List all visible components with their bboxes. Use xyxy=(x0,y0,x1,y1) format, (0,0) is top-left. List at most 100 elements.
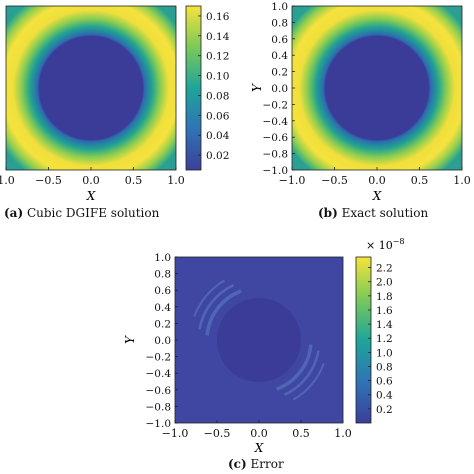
x-tick-label: 0.0 xyxy=(368,174,386,187)
colorbar-gradient xyxy=(355,256,372,424)
x-axis-label-a: X xyxy=(86,189,96,203)
y-tick-label: 0.8 xyxy=(154,269,171,281)
error-arc xyxy=(276,344,313,391)
y-tick-label: 1.0 xyxy=(271,1,288,13)
x-ticks-a: 1.0 −0.5 0.0 0.5 1.0 xyxy=(0,167,185,187)
colorbar-tick-label: 1.2 xyxy=(376,333,393,345)
y-tick-label: −1.0 xyxy=(146,418,172,430)
x-axis-label-c: X xyxy=(254,441,264,455)
y-ticks-b: 1.0 0.8 0.6 0.4 0.2 0.0 −0.2 −0.4 −0.6 −0.8 −1.0 xyxy=(263,1,295,177)
colorbar-tick-label: 1.0 xyxy=(376,347,393,359)
colorbar-tick-label: 0.02 xyxy=(206,150,229,162)
heatmap-field-c xyxy=(175,257,343,423)
error-arc xyxy=(284,350,320,396)
caption-text-b: Exact solution xyxy=(341,206,429,220)
x-tick-label: 0.5 xyxy=(292,427,310,440)
y-tick-label: −0.2 xyxy=(146,352,172,364)
colorbar-multiplier-base-c: × 10 xyxy=(366,239,393,252)
x-tick-label: 0.0 xyxy=(250,427,268,440)
colorbar-tick-label: 1.8 xyxy=(376,291,393,303)
x-tick-label: −0.5 xyxy=(204,427,231,440)
y-tick-label: 0.6 xyxy=(154,285,171,297)
y-tick-label: 0.2 xyxy=(154,318,171,330)
y-tick-label: 0.8 xyxy=(271,17,288,29)
y-tick-label: −0.8 xyxy=(263,149,289,161)
x-tick-label: −1.0 xyxy=(279,174,306,187)
caption-c: (c) Error xyxy=(228,457,284,471)
caption-tag-b: (b) xyxy=(318,206,338,220)
y-tick-label: 1.0 xyxy=(154,252,171,264)
x-tick-label: 1.0 xyxy=(0,174,15,187)
colorbar-tick-label: 2.0 xyxy=(376,277,393,289)
colorbar-tick-label: 0.6 xyxy=(376,376,393,388)
x-ticks-b: −1.0 −0.5 0.0 0.5 1.0 xyxy=(279,167,471,187)
colorbar-tick-label: 0.8 xyxy=(376,361,393,373)
colorbar-tick-label: 0.14 xyxy=(206,31,230,43)
solution-ring-a xyxy=(6,6,176,170)
y-tick-label: 0.4 xyxy=(154,302,171,314)
x-ticks-c: −1.0 −0.5 0.0 0.5 1.0 xyxy=(162,420,352,440)
caption-text-c: Error xyxy=(250,457,284,471)
colorbar-tick-label: 0.08 xyxy=(206,90,229,102)
y-tick-label: −0.6 xyxy=(263,132,289,144)
y-tick-label: 0.2 xyxy=(271,67,288,79)
heatmap-field-a xyxy=(6,6,176,170)
y-tick-label: −1.0 xyxy=(263,165,289,177)
colorbar-tick-label: 0.06 xyxy=(206,110,230,122)
caption-tag-c: (c) xyxy=(228,457,247,471)
y-ticks-c: 1.0 0.8 0.6 0.4 0.2 0.0 −0.2 −0.4 −0.6 −0.8 −1.0 xyxy=(146,252,178,430)
colorbar-tick-label: 0.12 xyxy=(206,51,229,63)
caption-tag-a: (a) xyxy=(4,206,24,220)
caption-text-a: Cubic DGIFE solution xyxy=(26,206,160,220)
y-tick-label: −0.4 xyxy=(146,368,172,380)
heatmap-plot-c xyxy=(174,256,344,424)
error-arc xyxy=(193,279,226,317)
colorbar-tick-label: 2.2 xyxy=(376,263,393,275)
y-tick-label: 0.6 xyxy=(271,34,288,46)
colorbar-tick-label: 0.04 xyxy=(206,130,230,142)
y-axis-label-c: Y xyxy=(123,335,137,344)
colorbar-multiplier-exponent-c: −8 xyxy=(393,237,405,246)
heatmap-plot-a xyxy=(5,5,177,171)
heatmap-plot-b xyxy=(291,5,463,171)
colorbar-tick-label: 1.6 xyxy=(376,305,393,317)
error-arc xyxy=(292,363,325,401)
colorbar-multiplier-c: × 10−8 xyxy=(366,237,405,252)
panel-b: −1.0 −0.5 0.0 0.5 1.0 1.0 0.8 0.6 0.4 0.2 0.0 −0.2… xyxy=(250,1,471,203)
y-tick-label: −0.8 xyxy=(146,401,172,413)
x-tick-label: −1.0 xyxy=(162,427,189,440)
caption-b: (b) Exact solution xyxy=(318,206,428,220)
y-tick-label: 0.4 xyxy=(271,50,288,62)
panel-a: 1.0 −0.5 0.0 0.5 1.0 X 0.160.140.120.100.080… xyxy=(0,5,230,203)
x-tick-label: −0.5 xyxy=(321,174,348,187)
colorbar-tick-label: 0.4 xyxy=(376,390,393,402)
error-arc xyxy=(198,284,234,330)
y-tick-label: −0.6 xyxy=(146,385,172,397)
x-axis-label-b: X xyxy=(372,189,382,203)
colorbar-tick-label: 0.16 xyxy=(206,11,230,23)
x-tick-label: 1.0 xyxy=(453,174,471,187)
solution-ring-b xyxy=(292,6,462,170)
error-arc xyxy=(205,289,242,336)
x-tick-label: 0.0 xyxy=(82,174,100,187)
panel-c: −1.0 −0.5 0.0 0.5 1.0 1.0 0.8 0.6 0.4 0.2 0.0 −0.2… xyxy=(123,237,405,455)
caption-a: (a) Cubic DGIFE solution xyxy=(4,206,159,220)
y-tick-label: 0.0 xyxy=(271,83,288,95)
x-tick-label: −0.5 xyxy=(35,174,62,187)
x-tick-label: 1.0 xyxy=(167,174,185,187)
x-tick-label: 0.5 xyxy=(411,174,429,187)
colorbar-c: 2.2 2.0 1.8 1.6 1.4 1.2 1.0 0.8 0.6 0.4 0.2 xyxy=(355,256,393,424)
y-axis-label-b: Y xyxy=(250,83,264,92)
colorbar-tick-label: 0.10 xyxy=(206,71,229,83)
y-tick-label: −0.4 xyxy=(263,116,289,128)
colorbar-gradient xyxy=(185,5,202,171)
heatmap-field-b xyxy=(292,6,462,170)
colorbar-tick-label: 0.2 xyxy=(376,404,393,416)
y-tick-label: 0.0 xyxy=(154,335,171,347)
x-tick-label: 0.5 xyxy=(125,174,143,187)
x-tick-label: 1.0 xyxy=(334,427,352,440)
interface-disk-c xyxy=(217,298,301,382)
colorbar-a: 0.16 0.14 0.12 0.10 0.08 0.06 0.04 0.02 xyxy=(185,5,230,171)
y-tick-label: −0.2 xyxy=(263,99,289,111)
